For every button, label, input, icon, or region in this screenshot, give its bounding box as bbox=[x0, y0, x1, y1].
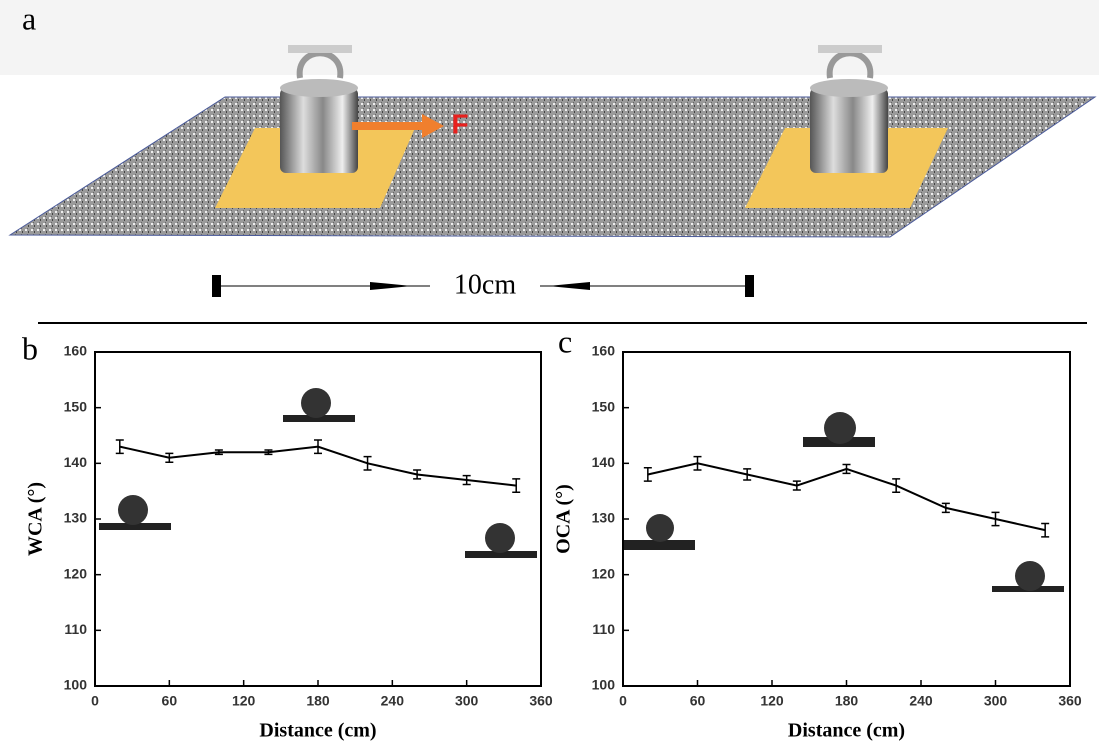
backdrop bbox=[0, 0, 1099, 75]
x-tick-label: 180 bbox=[835, 693, 859, 709]
scale-end bbox=[212, 275, 221, 297]
y-tick-label: 130 bbox=[64, 510, 88, 526]
y-tick-label: 100 bbox=[64, 677, 88, 693]
distance-label: 10cm bbox=[454, 269, 516, 300]
scale-end bbox=[745, 275, 754, 297]
y-tick-label: 160 bbox=[592, 343, 616, 359]
x-tick-label: 0 bbox=[619, 693, 627, 709]
x-tick-label: 120 bbox=[232, 693, 256, 709]
x-tick-label: 60 bbox=[690, 693, 706, 709]
y-axis-title: OCA (°) bbox=[553, 484, 575, 554]
y-tick-label: 110 bbox=[592, 621, 615, 637]
droplet-inset bbox=[99, 388, 1064, 592]
panel-label: a bbox=[22, 0, 36, 36]
y-tick-label: 120 bbox=[64, 565, 88, 581]
y-axis-title: WCA (°) bbox=[25, 482, 47, 556]
scale-arrowhead bbox=[548, 282, 590, 290]
y-tick-label: 130 bbox=[592, 510, 616, 526]
x-axis-title: Distance (cm) bbox=[259, 720, 376, 742]
x-tick-label: 180 bbox=[306, 693, 330, 709]
x-tick-label: 360 bbox=[1058, 693, 1082, 709]
x-tick-label: 360 bbox=[529, 693, 553, 709]
x-tick-label: 60 bbox=[162, 693, 178, 709]
y-tick-label: 140 bbox=[64, 454, 88, 470]
x-axis-title: Distance (cm) bbox=[788, 720, 905, 742]
y-tick-label: 120 bbox=[592, 565, 616, 581]
scale-arrowhead bbox=[370, 282, 412, 290]
figure: F 10cm a b c 100 110 120 130 140 150 160 0 60 120… bbox=[0, 0, 1099, 749]
force-label: F bbox=[451, 108, 468, 139]
x-tick-label: 240 bbox=[909, 693, 933, 709]
y-tick-label: 140 bbox=[592, 454, 616, 470]
surface bbox=[10, 97, 1095, 237]
y-tick-label: 150 bbox=[592, 398, 616, 414]
plot-frame bbox=[623, 352, 1070, 686]
panel-label: b bbox=[22, 330, 38, 366]
x-tick-label: 120 bbox=[760, 693, 784, 709]
x-tick-label: 0 bbox=[91, 693, 99, 709]
y-tick-label: 110 bbox=[64, 621, 87, 637]
x-tick-label: 300 bbox=[984, 693, 1008, 709]
x-tick-label: 240 bbox=[381, 693, 405, 709]
y-tick-label: 160 bbox=[64, 343, 88, 359]
x-tick-label: 300 bbox=[455, 693, 479, 709]
y-tick-label: 150 bbox=[64, 398, 88, 414]
y-tick-label: 100 bbox=[592, 677, 616, 693]
panel-label: c bbox=[558, 323, 572, 359]
